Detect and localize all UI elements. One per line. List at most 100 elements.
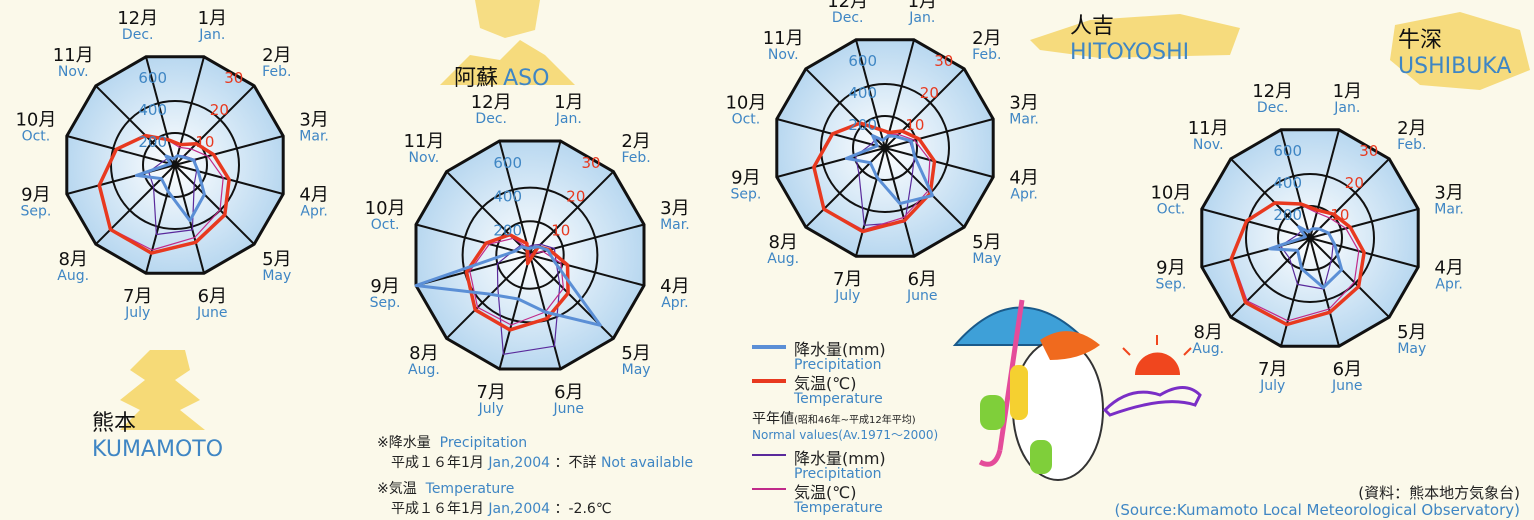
month-label-en: Sep.	[20, 203, 51, 219]
month-label-jp: 1月	[908, 0, 937, 12]
series-normal-precipitation	[496, 243, 561, 355]
month-label-en: Nov.	[768, 47, 799, 63]
legend-precip-jp: 降水量(mm)	[794, 340, 886, 359]
source-credit: (資料：熊本地方気象台) (Source:Kumamoto Local Mete…	[1114, 482, 1520, 519]
month-label-jp: 4月	[660, 276, 689, 297]
month-label-en: Dec.	[832, 10, 864, 26]
temp-tick-label: 20	[210, 101, 229, 119]
source-en: (Source:Kumamoto Local Meteorological Ob…	[1114, 501, 1520, 519]
city-name-jp: 熊本	[92, 411, 137, 436]
month-label-en: Feb.	[1397, 137, 1426, 153]
month-label-en: Aug.	[1192, 341, 1224, 357]
month-label-jp: 7月	[123, 286, 152, 307]
month-label-jp: 9月	[370, 276, 399, 297]
precip-tick-label: 400	[1273, 174, 1302, 192]
spoke	[498, 254, 531, 370]
spoke	[805, 147, 886, 228]
city-name-en: HITOYOSHI	[1070, 40, 1190, 65]
legend-temp-swatch	[752, 379, 786, 383]
month-label-en: July	[478, 401, 504, 417]
legend-normal-temp-swatch	[752, 488, 786, 490]
spoke	[445, 254, 531, 340]
month-label-jp: 9月	[731, 167, 760, 188]
aso-sun-shape	[475, 0, 540, 38]
legend-normal-jp: 平年値	[752, 411, 794, 427]
month-label-jp: 4月	[1009, 167, 1038, 188]
city-name-jp: 阿蘇	[454, 66, 499, 91]
note-temp-line-en: Jan,2004	[488, 501, 551, 517]
temp-tick-label: 30	[582, 154, 601, 172]
legend: 降水量(mm) Precipitation 気温(℃) Temperature …	[752, 336, 938, 516]
month-label-jp: 2月	[262, 45, 291, 66]
month-label-jp: 7月	[1258, 359, 1287, 380]
month-label-jp: 3月	[1009, 93, 1038, 114]
month-label-en: Feb.	[621, 150, 650, 166]
kumamoto-castle-shape	[120, 350, 205, 430]
spoke	[415, 223, 531, 256]
legend-normal-temp-en: Temperature	[794, 500, 883, 516]
month-label-jp: 11月	[403, 131, 444, 152]
city-name-en: USHIBUKA	[1398, 54, 1512, 79]
month-label-en: Sep.	[730, 186, 761, 202]
month-label-en: Apr.	[661, 295, 688, 311]
month-label-jp: 4月	[1434, 257, 1463, 278]
spoke	[884, 147, 965, 228]
month-label-jp: 6月	[198, 286, 227, 307]
series-temperature	[464, 232, 570, 332]
spoke	[529, 140, 562, 256]
precip-tick-label: 600	[1273, 142, 1302, 160]
note-precip-line-jp: 平成１６年1月	[391, 455, 484, 471]
note-temp-head-en: Temperature	[425, 481, 515, 497]
month-label-en: Dec.	[122, 27, 154, 43]
legend-temp: 気温(℃) Temperature	[752, 370, 938, 408]
spoke	[1309, 158, 1390, 239]
month-label-en: Aug.	[767, 251, 799, 267]
month-label-jp: 6月	[908, 269, 937, 290]
spoke	[498, 140, 531, 256]
month-label-jp: 2月	[1397, 118, 1426, 139]
month-label-en: Jan.	[908, 10, 935, 26]
temp-tick-label: 10	[1330, 206, 1349, 224]
note-precip-head-jp: ※降水量	[377, 435, 431, 451]
month-label-jp: 10月	[365, 198, 406, 219]
month-label-en: Apr.	[1010, 186, 1037, 202]
month-label-en: Feb.	[972, 47, 1001, 63]
precip-tick-label: 600	[493, 154, 522, 172]
legend-normal-precip-swatch	[752, 454, 786, 456]
city-label-aso: 阿蘇 ASO	[454, 60, 549, 92]
series-temperature	[97, 133, 231, 255]
month-label-en: Jan.	[198, 27, 225, 43]
city-name-en: ASO	[503, 66, 550, 91]
note-precip-line-en: Jan,2004	[488, 455, 551, 471]
month-label-en: May	[262, 268, 291, 284]
legend-precip-swatch	[752, 345, 786, 349]
month-label-jp: 11月	[53, 45, 94, 66]
temp-tick-label: 10	[195, 133, 214, 151]
month-label-en: Apr.	[300, 203, 327, 219]
temp-tick-label: 20	[920, 84, 939, 102]
month-label-en: Nov.	[1193, 137, 1224, 153]
city-label-kumamoto: 熊本 KUMAMOTO	[92, 405, 223, 462]
month-label-jp: 2月	[972, 28, 1001, 49]
month-label-jp: 11月	[763, 28, 804, 49]
month-label-en: Oct.	[1157, 202, 1186, 218]
month-label-jp: 8月	[58, 249, 87, 270]
grid-ring	[852, 115, 918, 181]
aso-mountain-shape	[440, 40, 575, 85]
mascot-illustration	[952, 299, 1202, 481]
hitoyoshi-fish-shape	[1030, 14, 1240, 58]
spoke	[855, 147, 886, 257]
month-label-en: Oct.	[22, 129, 51, 145]
city-label-ushibuka: 牛深 USHIBUKA	[1398, 22, 1511, 79]
note-temp-line: 平成１６年1月 Jan,2004 ：-2.6℃	[377, 498, 693, 518]
month-label-en: Jan.	[1333, 100, 1360, 116]
spoke	[776, 147, 886, 178]
note-precip-value-jp: ：不詳	[554, 455, 597, 471]
month-label-jp: 3月	[299, 110, 328, 131]
month-label-jp: 7月	[476, 382, 505, 403]
spoke	[145, 164, 176, 274]
month-label-en: June	[906, 288, 938, 304]
month-label-jp: 6月	[554, 382, 583, 403]
month-label-en: May	[972, 251, 1001, 267]
